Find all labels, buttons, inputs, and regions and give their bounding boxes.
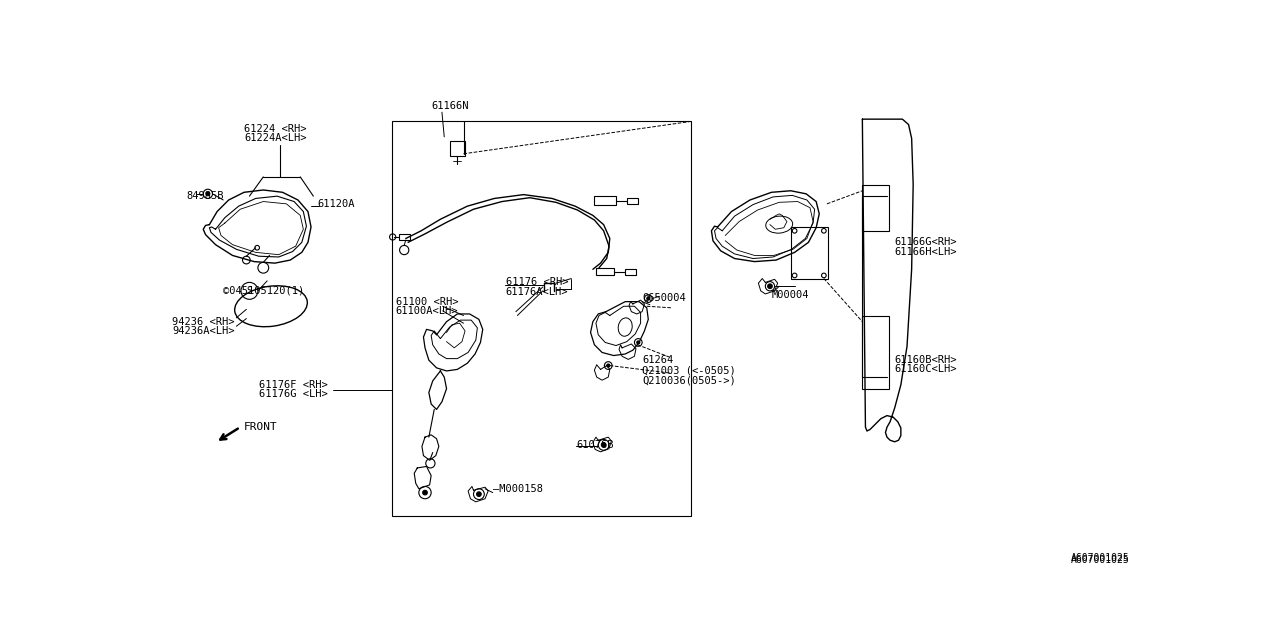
Bar bbox=[449, 141, 465, 156]
Text: A607001025: A607001025 bbox=[1071, 556, 1129, 565]
Text: 61120A: 61120A bbox=[317, 199, 355, 209]
Circle shape bbox=[646, 297, 650, 300]
Text: Q210036(0505->): Q210036(0505->) bbox=[643, 376, 736, 386]
Text: S: S bbox=[247, 286, 252, 296]
Text: 61166G<RH>: 61166G<RH> bbox=[895, 237, 957, 247]
Text: Q21003 (<-0505): Q21003 (<-0505) bbox=[643, 366, 736, 376]
Bar bbox=[863, 184, 890, 231]
Text: 61100A<LH>: 61100A<LH> bbox=[396, 306, 458, 316]
Text: 61176A<LH>: 61176A<LH> bbox=[506, 287, 568, 296]
Circle shape bbox=[602, 442, 605, 447]
Text: FRONT: FRONT bbox=[244, 422, 278, 432]
Text: 94236A<LH>: 94236A<LH> bbox=[173, 326, 236, 336]
Text: 61176F <RH>: 61176F <RH> bbox=[260, 380, 328, 390]
Text: 61166H<LH>: 61166H<LH> bbox=[895, 246, 957, 257]
Bar bbox=[594, 196, 616, 205]
Text: A607001025: A607001025 bbox=[1071, 553, 1129, 563]
Text: ©045105120(1): ©045105120(1) bbox=[223, 286, 305, 296]
Text: 94236 <RH>: 94236 <RH> bbox=[173, 317, 236, 326]
Bar bbox=[399, 234, 410, 240]
Text: 61224A<LH>: 61224A<LH> bbox=[244, 133, 306, 143]
Bar bbox=[596, 268, 614, 275]
Circle shape bbox=[768, 284, 772, 289]
Text: 61224 <RH>: 61224 <RH> bbox=[244, 124, 306, 134]
Bar bbox=[392, 122, 691, 516]
Text: 61160C<LH>: 61160C<LH> bbox=[895, 364, 957, 374]
Circle shape bbox=[422, 490, 428, 495]
Bar bbox=[863, 316, 890, 388]
Text: —M000158: —M000158 bbox=[493, 484, 543, 493]
Circle shape bbox=[206, 192, 210, 196]
Text: 61176 <RH>: 61176 <RH> bbox=[506, 277, 568, 287]
Text: 61100 <RH>: 61100 <RH> bbox=[396, 296, 458, 307]
Bar bbox=[791, 227, 828, 279]
Text: 61166N: 61166N bbox=[431, 101, 468, 111]
Circle shape bbox=[607, 364, 609, 367]
Text: Q650004: Q650004 bbox=[643, 292, 686, 303]
Text: 84985B: 84985B bbox=[187, 191, 224, 201]
Text: 61076B: 61076B bbox=[577, 440, 614, 450]
Text: 61264: 61264 bbox=[643, 355, 673, 365]
Circle shape bbox=[476, 492, 481, 497]
Text: M00004: M00004 bbox=[772, 290, 809, 300]
Circle shape bbox=[636, 341, 640, 344]
Text: 61176G <LH>: 61176G <LH> bbox=[260, 389, 328, 399]
Bar bbox=[625, 269, 636, 275]
Text: 61160B<RH>: 61160B<RH> bbox=[895, 355, 957, 365]
Bar bbox=[627, 198, 637, 204]
